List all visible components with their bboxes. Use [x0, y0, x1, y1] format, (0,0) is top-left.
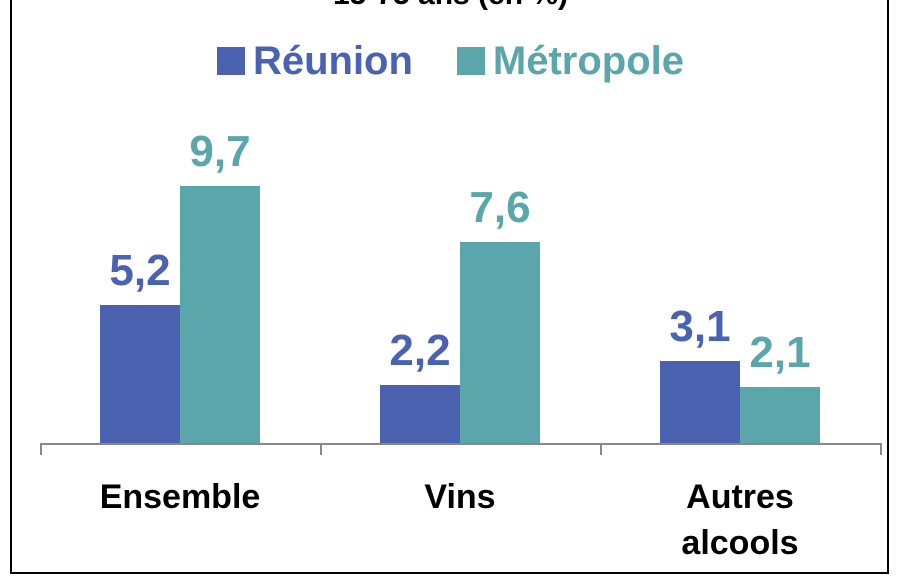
x-tick-label: Vins: [424, 478, 496, 516]
legend-entry: Métropole: [456, 38, 685, 84]
x-tick: [880, 443, 882, 455]
bar: [740, 387, 820, 443]
data-label: 2,1: [749, 328, 811, 378]
x-tick-label: Ensemble: [99, 478, 261, 516]
legend: Réunion Métropole: [0, 38, 901, 84]
x-tick: [320, 443, 322, 455]
bar: [180, 185, 260, 443]
bar: [100, 305, 180, 443]
bar: [380, 384, 460, 443]
legend-label: Métropole: [492, 39, 685, 83]
x-tick: [600, 443, 602, 455]
x-tick: [40, 443, 42, 455]
legend-swatch: [456, 47, 485, 75]
data-label: 2,2: [389, 325, 451, 375]
data-label: 7,6: [469, 182, 531, 232]
legend-label: Réunion: [252, 39, 413, 83]
chart-frame: [10, 0, 889, 574]
x-axis: [40, 443, 880, 445]
data-label: 5,2: [109, 246, 171, 296]
chart-title: 15-75 ans (en %): [0, 0, 901, 12]
legend-entry: Réunion: [216, 38, 413, 84]
legend-swatch: [216, 47, 245, 75]
x-tick-label: Autres alcools: [681, 478, 799, 562]
data-label: 3,1: [669, 301, 731, 351]
bar: [460, 241, 540, 443]
bar: [660, 360, 740, 443]
data-label: 9,7: [189, 126, 251, 176]
